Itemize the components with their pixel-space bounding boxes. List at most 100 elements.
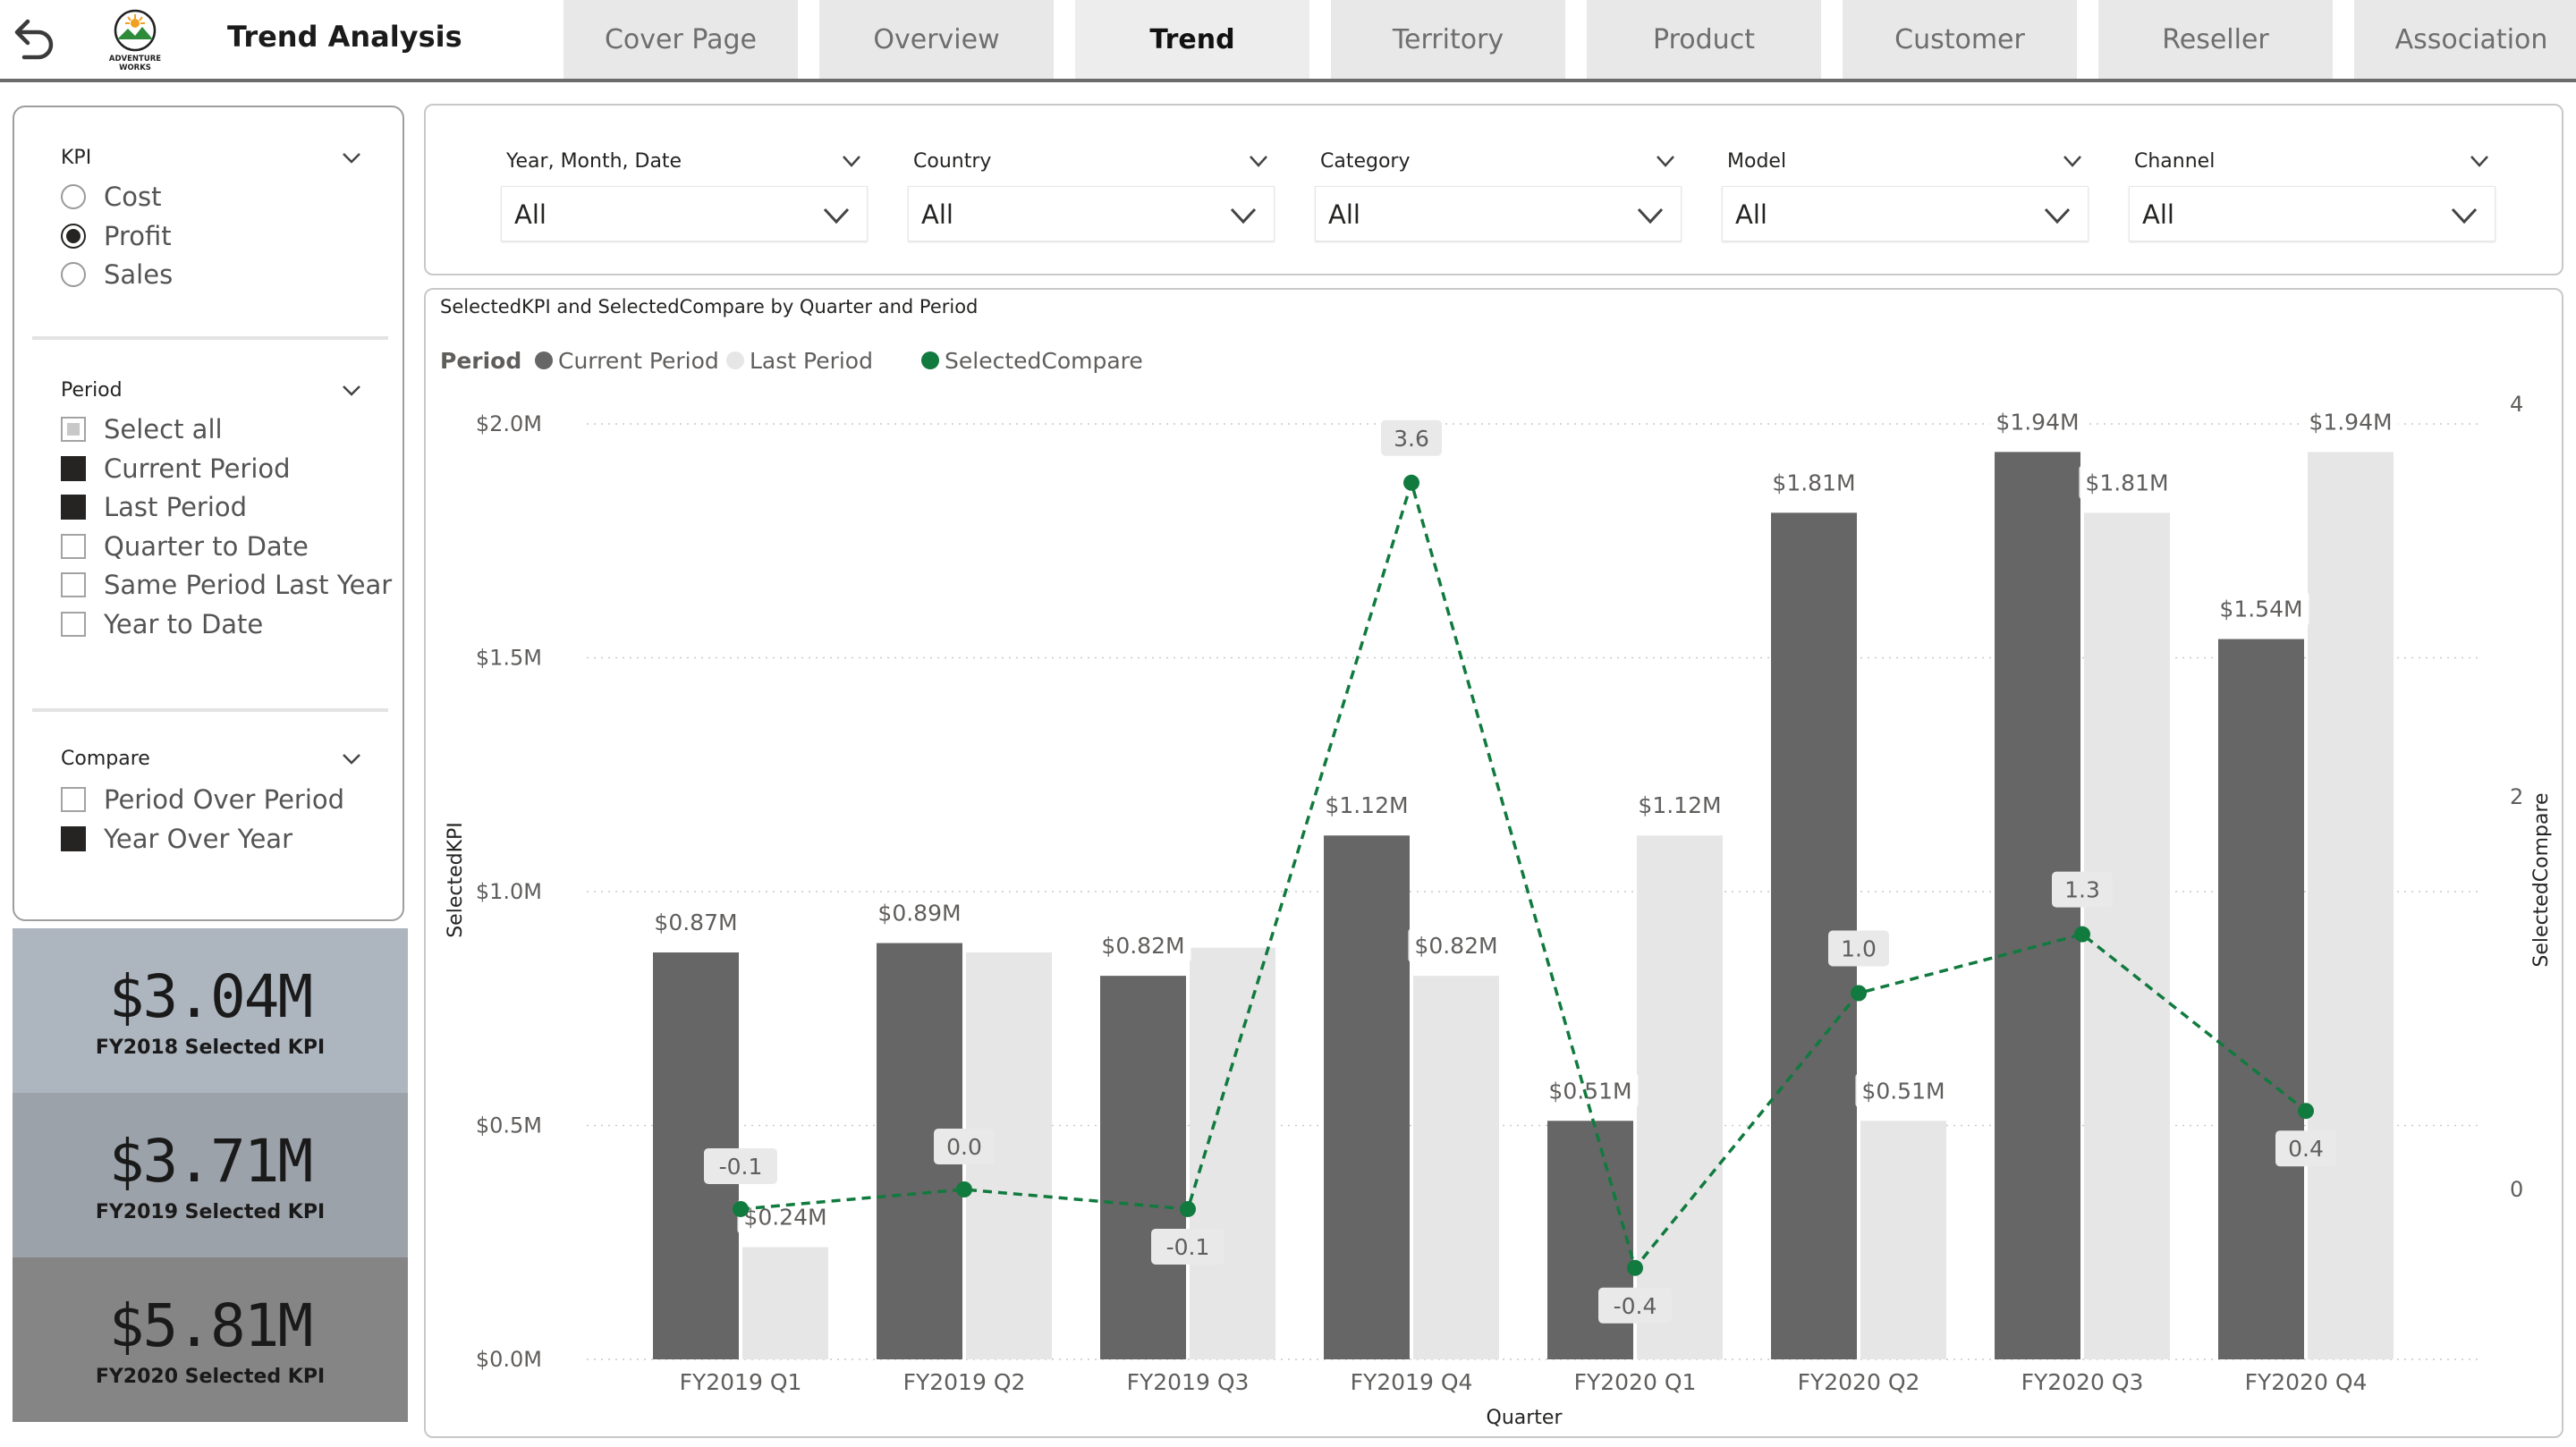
filter-dropdown[interactable]: All xyxy=(501,186,868,241)
bar-data-label: $1.94M xyxy=(1996,409,2079,435)
chevron-down-icon[interactable] xyxy=(1655,154,1676,168)
checkbox[interactable] xyxy=(61,417,86,442)
page-title: Trend Analysis xyxy=(227,20,462,54)
line-point-selected-compare[interactable] xyxy=(733,1200,749,1217)
checkbox[interactable] xyxy=(61,495,86,520)
period-option-same-period-last-year[interactable]: Same Period Last Year xyxy=(61,567,392,603)
period-option-year-to-date[interactable]: Year to Date xyxy=(61,606,263,642)
checkbox[interactable] xyxy=(61,533,86,559)
tab-product[interactable]: Product xyxy=(1587,0,1821,79)
radio-button[interactable] xyxy=(61,223,86,249)
period-option-select-all[interactable]: Select all xyxy=(61,411,223,447)
checkbox[interactable] xyxy=(61,787,86,812)
option-label: Period Over Period xyxy=(104,784,345,815)
filter-value: All xyxy=(514,199,547,230)
tab-reseller[interactable]: Reseller xyxy=(2098,0,2333,79)
y-tick-label: $2.0M xyxy=(476,411,542,436)
filter-dropdown[interactable]: All xyxy=(1315,186,1682,241)
kpi-slicer-chevron-icon[interactable] xyxy=(340,150,363,166)
period-option-quarter-to-date[interactable]: Quarter to Date xyxy=(61,529,309,564)
tab-label: Overview xyxy=(873,23,1000,55)
tab-label: Product xyxy=(1653,23,1755,55)
compare-option-year-over-year[interactable]: Year Over Year xyxy=(61,821,292,857)
bar-last-period[interactable] xyxy=(1190,947,1275,1359)
radio-button[interactable] xyxy=(61,184,86,209)
chevron-down-icon[interactable] xyxy=(2469,154,2490,168)
x-tick-label: FY2020 Q1 xyxy=(1574,1369,1697,1395)
chevron-down-icon[interactable] xyxy=(1248,154,1269,168)
period-option-last-period[interactable]: Last Period xyxy=(61,489,247,525)
option-label: Select all xyxy=(104,414,223,444)
bar-last-period[interactable] xyxy=(1637,835,1723,1359)
kpi-option-cost[interactable]: Cost xyxy=(61,179,161,215)
filter-title: Year, Month, Date xyxy=(506,150,682,173)
line-point-selected-compare[interactable] xyxy=(1851,985,1867,1002)
period-slicer-chevron-icon[interactable] xyxy=(340,383,363,399)
line-data-label: 1.0 xyxy=(1841,936,1877,962)
kpi-option-profit[interactable]: Profit xyxy=(61,218,172,254)
tab-territory[interactable]: Territory xyxy=(1331,0,1565,79)
x-tick-label: FY2020 Q4 xyxy=(2245,1369,2368,1395)
filter-dropdown[interactable]: All xyxy=(1722,186,2089,241)
bar-data-label-bg xyxy=(1408,928,1504,963)
filter-dropdown[interactable]: All xyxy=(2129,186,2496,241)
tab-trend[interactable]: Trend xyxy=(1075,0,1309,79)
option-label: Same Period Last Year xyxy=(104,570,393,600)
tab-label: Territory xyxy=(1392,23,1504,55)
kpi-card: $3.71M FY2019 Selected KPI xyxy=(13,1093,408,1257)
tab-overview[interactable]: Overview xyxy=(819,0,1054,79)
y-tick-label: $1.5M xyxy=(476,646,542,671)
kpi-label: FY2020 Selected KPI xyxy=(95,1366,326,1388)
line-data-label-bg xyxy=(2052,871,2113,908)
checkbox[interactable] xyxy=(61,455,86,481)
checkbox[interactable] xyxy=(61,825,86,851)
tab-customer[interactable]: Customer xyxy=(1843,0,2077,79)
tab-label: Trend xyxy=(1149,23,1235,55)
bar-last-period[interactable] xyxy=(1413,976,1499,1359)
chevron-down-icon xyxy=(1230,207,1257,224)
line-data-label-bg xyxy=(1828,930,1889,967)
compare-slicer-chevron-icon[interactable] xyxy=(340,751,363,767)
bar-data-label: $1.94M xyxy=(2309,409,2392,435)
back-button[interactable] xyxy=(7,7,59,72)
period-option-current-period[interactable]: Current Period xyxy=(61,451,291,487)
bar-data-label: $1.12M xyxy=(1325,792,1408,818)
bar-current-period[interactable] xyxy=(1547,1121,1633,1359)
bar-last-period[interactable] xyxy=(1860,1121,1946,1359)
radio-button[interactable] xyxy=(61,262,86,287)
chevron-down-icon xyxy=(2451,207,2478,224)
line-point-selected-compare[interactable] xyxy=(1180,1200,1196,1217)
bar-data-label-bg xyxy=(648,904,744,939)
legend-entry-selectedcompare[interactable]: SelectedCompare xyxy=(945,348,1143,374)
bar-last-period[interactable] xyxy=(2308,452,2394,1359)
line-point-selected-compare[interactable] xyxy=(1627,1259,1643,1276)
checkbox[interactable] xyxy=(61,611,86,637)
legend-marker-selectedcompare xyxy=(921,351,939,369)
bar-current-period[interactable] xyxy=(1100,976,1186,1359)
option-label: Current Period xyxy=(104,453,291,484)
bar-current-period[interactable] xyxy=(2218,639,2304,1359)
chevron-down-icon[interactable] xyxy=(841,154,862,168)
legend-entry-last-period[interactable]: Last Period xyxy=(750,348,873,374)
tab-association[interactable]: Association xyxy=(2354,0,2576,79)
report-header: ADVENTURE WORKS Trend Analysis Cover Pag… xyxy=(0,0,2576,82)
x-tick-label: FY2019 Q4 xyxy=(1351,1369,1473,1395)
line-point-selected-compare[interactable] xyxy=(2298,1103,2314,1120)
filter-dropdown[interactable]: All xyxy=(908,186,1275,241)
bar-current-period[interactable] xyxy=(1324,835,1410,1359)
tab-cover-page[interactable]: Cover Page xyxy=(564,0,798,79)
kpi-card: $3.04M FY2018 Selected KPI xyxy=(13,928,408,1093)
filter-value: All xyxy=(921,199,953,230)
line-point-selected-compare[interactable] xyxy=(956,1181,972,1197)
x-tick-label: FY2020 Q3 xyxy=(2021,1369,2144,1395)
compare-option-period-over-period[interactable]: Period Over Period xyxy=(61,782,344,817)
tab-label: Customer xyxy=(1894,23,2025,55)
line-point-selected-compare[interactable] xyxy=(1403,474,1419,491)
legend-entry-current-period[interactable]: Current Period xyxy=(558,348,719,374)
bar-last-period[interactable] xyxy=(742,1247,828,1359)
line-point-selected-compare[interactable] xyxy=(2074,926,2090,943)
checkbox[interactable] xyxy=(61,572,86,597)
chevron-down-icon[interactable] xyxy=(2062,154,2083,168)
kpi-option-sales[interactable]: Sales xyxy=(61,257,173,292)
bar-last-period[interactable] xyxy=(2084,512,2170,1359)
